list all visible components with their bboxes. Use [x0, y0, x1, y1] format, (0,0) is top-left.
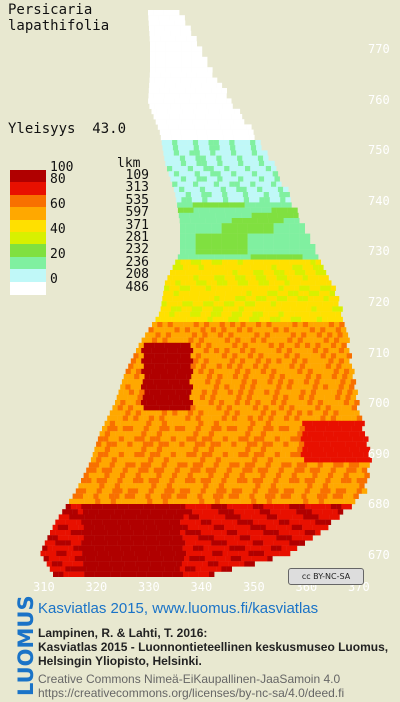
- legend-swatch: [10, 219, 46, 233]
- legend-swatch: [10, 269, 46, 283]
- y-tick-label: 760: [368, 92, 390, 107]
- legend-swatch: [10, 281, 46, 295]
- legend-swatch: [10, 207, 46, 221]
- y-tick-label: 730: [368, 244, 390, 259]
- license-line-1: Creative Commons Nimeä-EiKaupallinen-Jaa…: [38, 672, 341, 686]
- distribution-map: [40, 10, 372, 577]
- x-tick-label: 340: [190, 580, 213, 594]
- species-name-line2: lapathifolia: [8, 18, 110, 34]
- footer: LUOMUS Kasviatlas 2015, www.luomus.fi/ka…: [0, 595, 400, 702]
- legend-count: 208: [125, 267, 149, 283]
- y-tick-label: 710: [368, 345, 390, 360]
- legend-swatch: [10, 232, 46, 245]
- legend-count: 109: [125, 168, 149, 183]
- legend-count: 236: [125, 254, 149, 270]
- legend-swatch: [10, 182, 46, 196]
- y-tick-label: 750: [368, 143, 390, 158]
- legend-count: 313: [125, 180, 149, 196]
- legend-count: 535: [125, 192, 149, 208]
- x-tick-label: 350: [243, 580, 265, 594]
- frequency-label: Yleisyys: [8, 121, 76, 137]
- frequency-readout: Yleisyys 43.0: [8, 121, 126, 137]
- legend-count: 281: [125, 230, 149, 245]
- legend-scale-label: 60: [50, 197, 66, 213]
- legend-count: 486: [125, 279, 149, 295]
- species-name-line1: Persicaria: [8, 2, 93, 18]
- luomus-logo: LUOMUS: [14, 595, 38, 696]
- legend-swatch: [10, 194, 46, 208]
- atlas-title-link[interactable]: Kasviatlas 2015, www.luomus.fi/kasviatla…: [38, 600, 319, 617]
- legend-swatch: [10, 170, 46, 183]
- finland-grid-map: [40, 10, 372, 577]
- y-tick-label: 740: [368, 193, 390, 208]
- legend-swatch: [10, 244, 46, 258]
- y-tick-label: 770: [368, 42, 390, 56]
- legend-scale-label: 40: [50, 222, 66, 237]
- license-link[interactable]: https://creativecommons.org/licenses/by-…: [38, 686, 345, 700]
- y-tick-label: 690: [368, 446, 390, 461]
- y-tick-label: 670: [368, 548, 390, 562]
- y-tick-label: 700: [368, 396, 390, 411]
- legend-scale-label: 20: [50, 246, 66, 262]
- frequency-value: 43.0: [92, 121, 127, 137]
- legend-scale-label: 100: [50, 160, 74, 175]
- legend-count: 371: [125, 217, 149, 233]
- citation-line-3: Helsingin Yliopisto, Helsinki.: [38, 654, 202, 668]
- legend-scale-label: 0: [50, 271, 58, 287]
- legend-count-header: lkm: [117, 156, 141, 171]
- legend-swatch: [10, 256, 46, 270]
- legend-count: 597: [125, 205, 149, 221]
- y-tick-label: 720: [368, 295, 390, 309]
- x-tick-label: 330: [138, 580, 160, 594]
- y-tick-label: 680: [368, 497, 390, 512]
- citation-line-2: Kasviatlas 2015 - Luonnontieteellinen ke…: [38, 640, 389, 654]
- legend-scale-label: 80: [50, 172, 66, 188]
- x-tick-label: 320: [85, 580, 108, 594]
- legend-count: 232: [125, 242, 149, 258]
- citation-line-1: Lampinen, R. & Lahti, T. 2016:: [38, 626, 208, 640]
- license-badge[interactable]: cc BY-NC-SA: [288, 568, 364, 585]
- x-tick-label: 310: [33, 580, 55, 594]
